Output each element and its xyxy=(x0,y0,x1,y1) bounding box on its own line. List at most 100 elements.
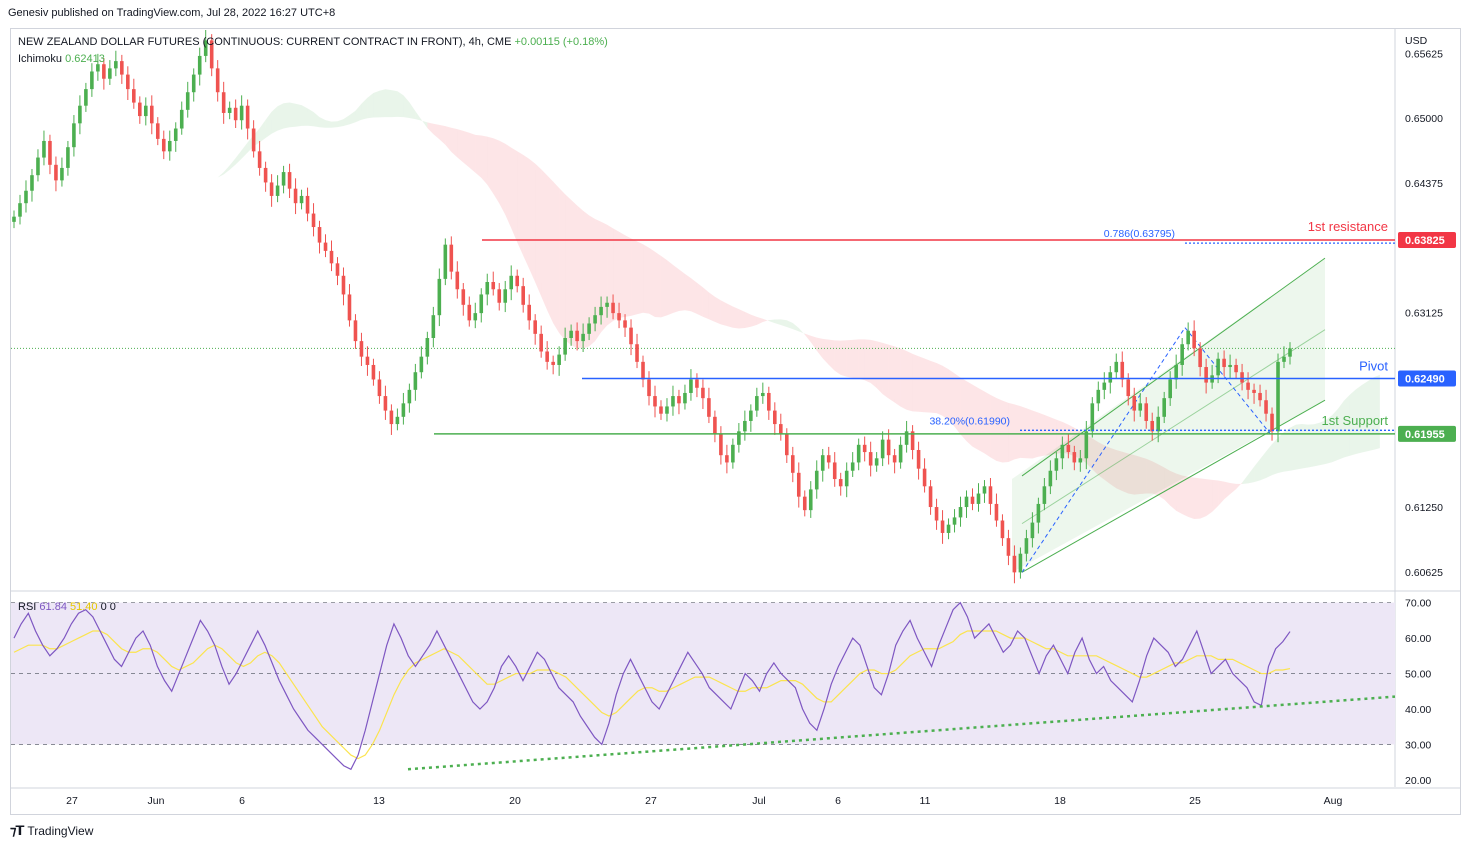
rsi-tick-label: 20.00 xyxy=(1405,775,1431,787)
candle-body xyxy=(413,372,418,390)
ichimoku-cloud-segment xyxy=(702,287,709,320)
candle-body xyxy=(545,351,549,362)
ichimoku-cloud-segment xyxy=(571,199,578,348)
ichimoku-cloud-segment xyxy=(1236,482,1243,490)
ichimoku-cloud-segment xyxy=(241,142,248,159)
candle-body xyxy=(1186,330,1190,345)
candle-body xyxy=(982,486,987,494)
candle-body xyxy=(659,406,663,414)
ichimoku-cloud-segment xyxy=(403,95,410,118)
candle-body xyxy=(383,396,388,411)
candle-body xyxy=(904,431,909,445)
ichimoku-cloud-segment xyxy=(1343,394,1350,458)
level-label-0: 1st resistance xyxy=(1308,219,1388,234)
ichimoku-cloud-segment xyxy=(672,264,679,313)
ichimoku-cloud-segment xyxy=(589,215,596,347)
candle-body xyxy=(431,315,436,338)
candle-body xyxy=(790,455,795,473)
candle-body xyxy=(353,320,358,342)
ichimoku-cloud-segment xyxy=(1295,424,1302,470)
candle-body xyxy=(599,306,603,316)
fib-level-label: 38.20%(0.61990) xyxy=(929,415,1010,427)
ichimoku-cloud-segment xyxy=(397,91,404,118)
ichimoku-cloud-segment xyxy=(421,119,428,128)
ichimoku-legend[interactable]: Ichimoku 0.62413 xyxy=(18,53,105,65)
candle-body xyxy=(215,68,220,93)
time-tick-label: 6 xyxy=(239,795,245,807)
ichimoku-cloud-segment xyxy=(1050,417,1057,455)
time-tick-label: 27 xyxy=(645,795,657,807)
time-tick-label: 20 xyxy=(509,795,521,807)
brand-name: TradingView xyxy=(27,824,94,838)
candle-body xyxy=(263,167,268,183)
candle-body xyxy=(1204,367,1208,383)
rsi-legend[interactable]: RSI 61.84 51.40 0 0 xyxy=(18,601,116,613)
rsi-name: RSI xyxy=(18,601,37,613)
candle-body xyxy=(563,338,567,355)
candle-body xyxy=(940,520,945,533)
candle-body xyxy=(1120,361,1125,380)
candle-body xyxy=(1288,348,1292,357)
ichimoku-cloud-segment xyxy=(289,102,296,128)
level-price-badge-0 xyxy=(1398,232,1456,248)
candle-body xyxy=(856,444,861,463)
candle-body xyxy=(725,455,729,463)
candle-body xyxy=(647,379,651,397)
candle-body xyxy=(1282,356,1286,362)
ichimoku-cloud-segment xyxy=(1301,424,1308,469)
candle-body xyxy=(796,472,801,497)
candle-body xyxy=(221,92,226,113)
ichimoku-cloud-segment xyxy=(1014,404,1021,460)
ichimoku-cloud-segment xyxy=(990,394,997,461)
instrument-legend[interactable]: NEW ZEALAND DOLLAR FUTURES (CONTINUOUS: … xyxy=(18,36,608,48)
candle-body xyxy=(1222,358,1226,368)
ichimoku-cloud-segment xyxy=(379,89,386,118)
candle-body xyxy=(377,379,382,397)
price-tick-label: 0.65000 xyxy=(1405,113,1443,125)
candle-body xyxy=(275,185,280,196)
ichimoku-cloud-segment xyxy=(1200,478,1207,519)
ichimoku-cloud-segment xyxy=(505,143,512,229)
ichimoku-cloud-segment xyxy=(307,108,314,127)
rsi-extra-1: 0 xyxy=(100,601,107,613)
candle-body xyxy=(155,123,160,139)
ichimoku-cloud-segment xyxy=(1290,424,1296,471)
candle-body xyxy=(209,40,214,69)
candle-body xyxy=(491,282,496,290)
candle-body xyxy=(395,416,400,425)
candle-body xyxy=(72,123,76,148)
instrument-title: NEW ZEALAND DOLLAR FUTURES (CONTINUOUS: … xyxy=(18,36,512,48)
ichimoku-cloud-segment xyxy=(1349,389,1356,456)
ichimoku-cloud-segment xyxy=(960,377,967,442)
footer-brand[interactable]: ⁊𝗧 TradingView xyxy=(10,823,93,839)
ichimoku-cloud-segment xyxy=(816,337,823,359)
candle-body xyxy=(713,416,717,435)
ichimoku-cloud-segment xyxy=(1212,479,1219,512)
chart-frame[interactable] xyxy=(10,28,1461,815)
ichimoku-cloud-segment xyxy=(277,103,284,131)
ichimoku-cloud-segment xyxy=(1284,427,1290,472)
level-price-text-2: 0.61955 xyxy=(1405,429,1445,441)
candle-body xyxy=(1114,361,1119,373)
candle-body xyxy=(1216,358,1220,376)
ichimoku-cloud-segment xyxy=(1098,442,1105,480)
candle-body xyxy=(820,455,825,471)
tradingview-logo-icon: ⁊𝗧 xyxy=(10,823,24,838)
candle-body xyxy=(257,151,262,168)
ichimoku-cloud-segment xyxy=(451,127,458,158)
ichimoku-cloud-segment xyxy=(1140,456,1147,494)
ichimoku-cloud-segment xyxy=(373,90,380,118)
ichimoku-cloud-segment xyxy=(726,303,733,328)
candle-body xyxy=(916,450,921,469)
candle-body xyxy=(1012,555,1017,573)
ichimoku-cloud-segment xyxy=(211,177,218,179)
candle-body xyxy=(557,354,561,365)
candle-body xyxy=(443,244,448,279)
ichimoku-cloud-segment xyxy=(637,241,644,315)
candle-body xyxy=(12,216,16,222)
ichimoku-cloud-segment xyxy=(325,120,332,128)
ichimoku-cloud-segment xyxy=(1170,470,1177,511)
ichimoku-cloud-segment xyxy=(774,319,781,325)
ichimoku-cloud-segment xyxy=(547,175,554,324)
